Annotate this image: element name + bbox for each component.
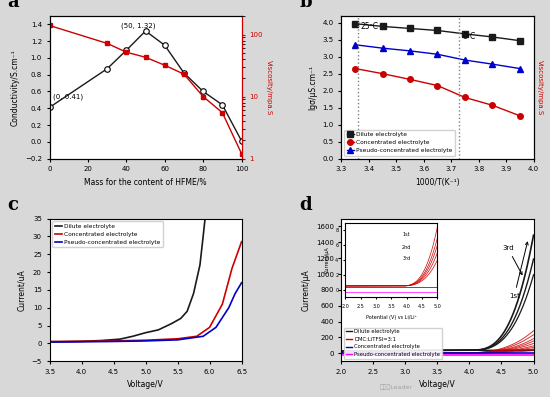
- Concentrated electrolyte: [379, 71, 386, 76]
- Concentrated electrolyte: [46, 339, 53, 344]
- Concentrated electrolyte: [142, 338, 149, 343]
- Text: (50, 1.32): (50, 1.32): [120, 23, 155, 29]
- Dilute electrolyte: [461, 31, 468, 36]
- Pseudo-concentrated electrolyte: [78, 339, 85, 344]
- Dilute electrolyte: [184, 309, 190, 314]
- Text: 3rd: 3rd: [502, 245, 522, 275]
- Pseudo-concentrated electrolyte: [232, 291, 239, 296]
- Concentrated electrolyte: [516, 114, 523, 118]
- Y-axis label: Viscosity/mpa.S: Viscosity/mpa.S: [266, 60, 272, 115]
- Text: b: b: [299, 0, 312, 12]
- Text: (0, 0.41): (0, 0.41): [53, 93, 84, 100]
- Concentrated electrolyte: [206, 325, 213, 330]
- Line: Concentrated electrolyte: Concentrated electrolyte: [50, 242, 241, 342]
- Text: 0ᵒC: 0ᵒC: [462, 32, 475, 41]
- Dilute electrolyte: [117, 337, 123, 341]
- Line: Dilute electrolyte: Dilute electrolyte: [353, 21, 522, 43]
- Pseudo-concentrated electrolyte: [142, 339, 149, 343]
- Y-axis label: Current/uA: Current/uA: [17, 269, 26, 311]
- Text: c: c: [7, 196, 18, 214]
- Dilute electrolyte: [489, 35, 496, 39]
- Y-axis label: lgσ/μS.cm⁻¹: lgσ/μS.cm⁻¹: [308, 65, 317, 110]
- Line: Pseudo-concentrated electrolyte: Pseudo-concentrated electrolyte: [353, 42, 522, 71]
- Pseudo-concentrated electrolyte: [461, 58, 468, 62]
- Text: a: a: [7, 0, 19, 12]
- Y-axis label: Current/μA: Current/μA: [301, 269, 310, 311]
- Concentrated electrolyte: [352, 66, 359, 71]
- Concentrated electrolyte: [407, 77, 414, 82]
- Dilute electrolyte: [434, 28, 441, 33]
- Concentrated electrolyte: [489, 103, 496, 108]
- X-axis label: Voltage/V: Voltage/V: [127, 380, 164, 389]
- Text: d: d: [299, 196, 312, 214]
- X-axis label: Mass for the content of HFME/%: Mass for the content of HFME/%: [84, 178, 207, 187]
- Dilute electrolyte: [202, 216, 208, 221]
- Pseudo-concentrated electrolyte: [434, 52, 441, 57]
- X-axis label: Voltage/V: Voltage/V: [419, 380, 456, 389]
- Y-axis label: Conductivity/S.cm⁻¹: Conductivity/S.cm⁻¹: [10, 49, 19, 125]
- Legend: Dilute electrolyte, Concentrated electrolyte, Pseudo-concentrated electrolyte: Dilute electrolyte, Concentrated electro…: [52, 222, 163, 247]
- Pseudo-concentrated electrolyte: [110, 339, 117, 344]
- Pseudo-concentrated electrolyte: [407, 48, 414, 53]
- Dilute electrolyte: [190, 291, 197, 296]
- Dilute electrolyte: [59, 339, 65, 344]
- Dilute electrolyte: [352, 21, 359, 26]
- Y-axis label: Viscosity/mpa.S: Viscosity/mpa.S: [537, 60, 543, 115]
- Dilute electrolyte: [516, 38, 523, 43]
- Dilute electrolyte: [46, 339, 53, 344]
- Concentrated electrolyte: [110, 339, 117, 343]
- Dilute electrolyte: [197, 262, 204, 267]
- Text: 1st: 1st: [509, 242, 528, 299]
- Dilute electrolyte: [178, 316, 184, 321]
- Concentrated electrolyte: [194, 334, 200, 339]
- Dilute electrolyte: [168, 322, 174, 326]
- Dilute electrolyte: [142, 330, 149, 335]
- Pseudo-concentrated electrolyte: [352, 42, 359, 47]
- Line: Pseudo-concentrated electrolyte: Pseudo-concentrated electrolyte: [50, 283, 241, 342]
- Pseudo-concentrated electrolyte: [200, 334, 206, 339]
- Concentrated electrolyte: [238, 239, 245, 244]
- Concentrated electrolyte: [174, 336, 181, 341]
- X-axis label: 1000/T(K⁻¹): 1000/T(K⁻¹): [415, 178, 460, 187]
- Concentrated electrolyte: [461, 95, 468, 100]
- Text: 25ᵒC: 25ᵒC: [361, 22, 378, 31]
- Pseudo-concentrated electrolyte: [174, 337, 181, 342]
- Legend: Dilute electrolyte, DMC:LiTFSI=3:1, Concentrated electrolyte, Pseudo-concentrate: Dilute electrolyte, DMC:LiTFSI=3:1, Conc…: [344, 328, 442, 358]
- Pseudo-concentrated electrolyte: [516, 66, 523, 71]
- Concentrated electrolyte: [434, 83, 441, 88]
- Line: Concentrated electrolyte: Concentrated electrolyte: [353, 66, 522, 119]
- Dilute electrolyte: [200, 234, 206, 239]
- Text: 新能源Leader: 新能源Leader: [379, 384, 412, 390]
- Dilute electrolyte: [155, 328, 162, 332]
- Dilute electrolyte: [78, 339, 85, 344]
- Pseudo-concentrated electrolyte: [489, 62, 496, 67]
- Legend: Dilute electrolyte, Concentrated electrolyte, Pseudo-concentrated electrolyte: Dilute electrolyte, Concentrated electro…: [344, 130, 455, 156]
- Dilute electrolyte: [97, 338, 104, 343]
- Dilute electrolyte: [407, 26, 414, 31]
- Line: Dilute electrolyte: Dilute electrolyte: [50, 218, 205, 342]
- Pseudo-concentrated electrolyte: [46, 339, 53, 344]
- Pseudo-concentrated electrolyte: [379, 46, 386, 50]
- Pseudo-concentrated electrolyte: [226, 305, 232, 310]
- Concentrated electrolyte: [78, 339, 85, 344]
- Dilute electrolyte: [379, 24, 386, 29]
- Pseudo-concentrated electrolyte: [213, 325, 219, 330]
- Concentrated electrolyte: [219, 302, 225, 306]
- Concentrated electrolyte: [229, 266, 235, 271]
- Dilute electrolyte: [129, 334, 136, 339]
- Pseudo-concentrated electrolyte: [238, 280, 245, 285]
